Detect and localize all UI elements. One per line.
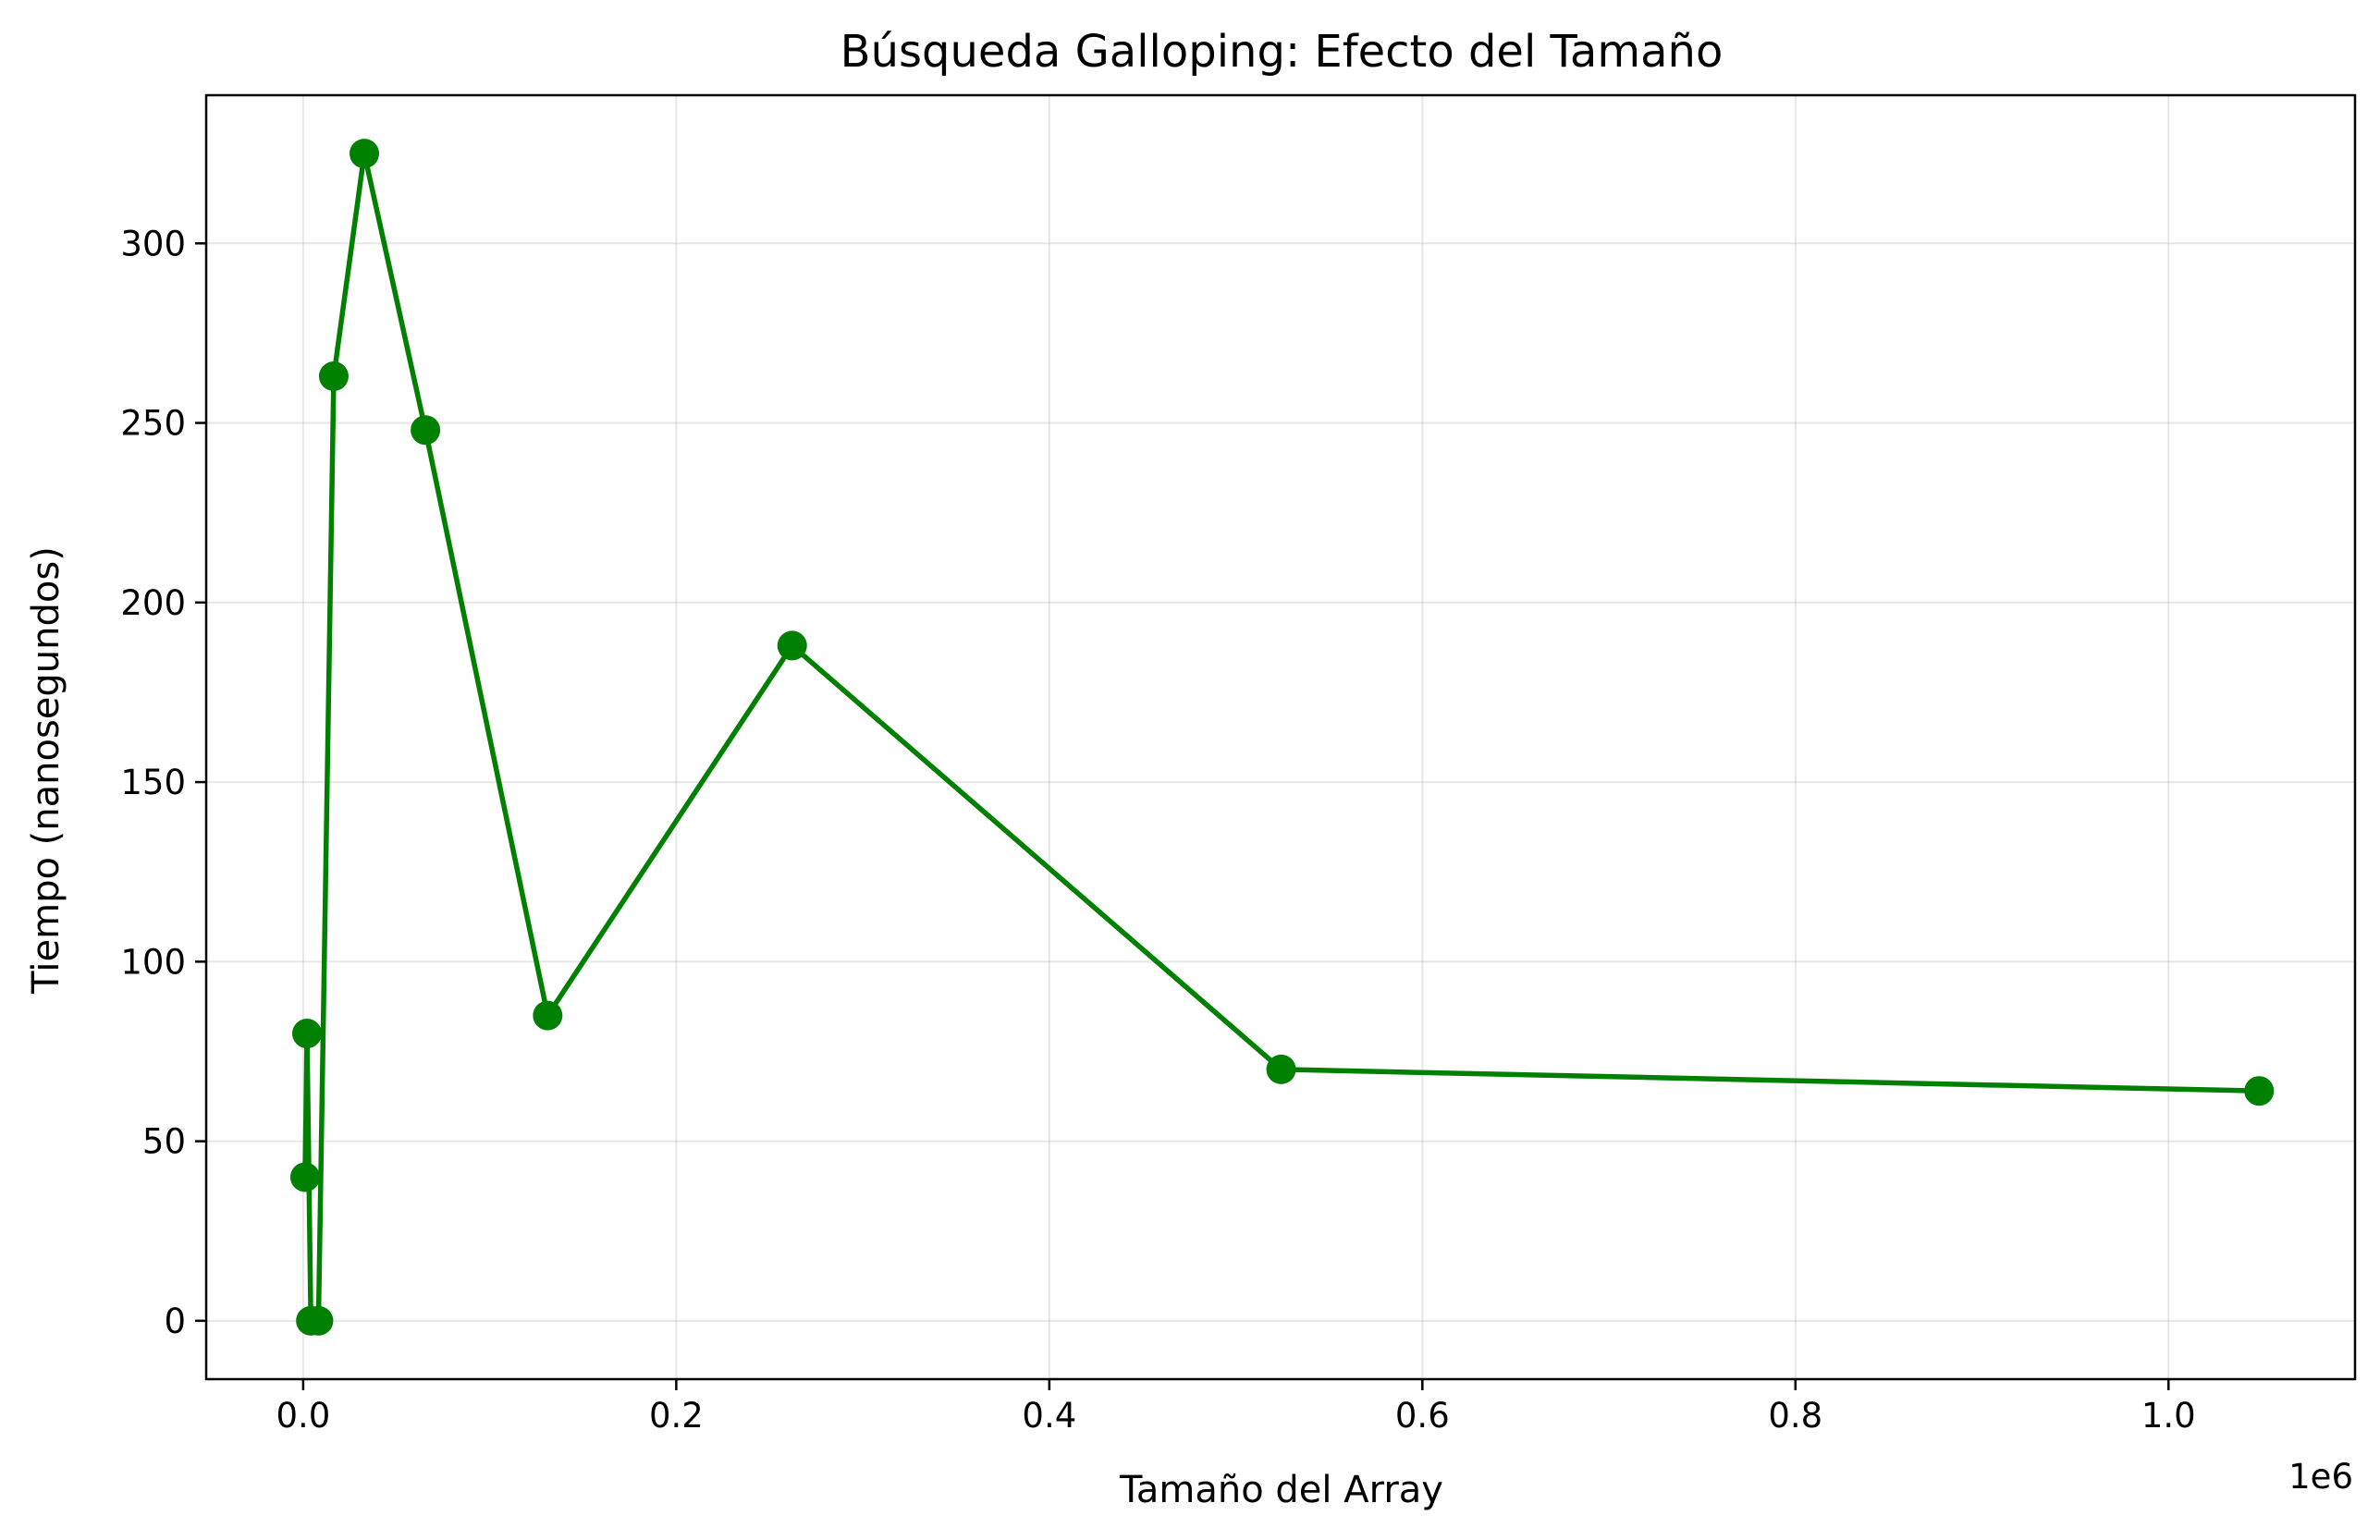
chart-title: Búsqueda Galloping: Efecto del Tamaño <box>840 26 1724 78</box>
y-tick-label: 200 <box>120 583 186 623</box>
data-point <box>303 1305 334 1336</box>
data-point <box>292 1019 323 1049</box>
data-point <box>318 361 349 392</box>
y-tick-label: 250 <box>120 404 186 444</box>
plot-frame <box>204 93 2357 1381</box>
x-tick-label: 0.4 <box>1022 1396 1076 1436</box>
y-axis-label: Tiempo (nanosegundos) <box>25 546 67 995</box>
data-point <box>350 139 380 169</box>
y-tick-label: 50 <box>142 1122 186 1162</box>
y-tick-label: 150 <box>120 763 186 802</box>
x-tick-label: 0.6 <box>1395 1396 1450 1436</box>
data-point <box>289 1162 320 1192</box>
data-point <box>2244 1076 2275 1106</box>
y-tick-label: 0 <box>164 1302 186 1341</box>
grid <box>206 95 2355 1379</box>
data-point <box>533 1000 563 1031</box>
series-layer <box>289 139 2275 1336</box>
data-point <box>411 415 441 446</box>
x-tick-label: 0.0 <box>276 1396 330 1436</box>
y-tick-label: 300 <box>120 224 186 263</box>
x-tick-label: 0.2 <box>649 1396 704 1436</box>
data-point <box>1266 1054 1296 1084</box>
tick-layer: 0.0 0.2 0.4 0.6 0.8 1.0 0 50 100 150 200 250 300 <box>120 224 2195 1436</box>
x-tick-label: 1.0 <box>2141 1396 2196 1436</box>
data-point <box>777 630 807 661</box>
x-tick-label: 0.8 <box>1768 1396 1822 1436</box>
x-axis-label: Tamaño del Array <box>1119 1469 1443 1511</box>
y-tick-label: 100 <box>120 942 186 982</box>
x-axis-offset-label: 1e6 <box>2288 1457 2353 1497</box>
